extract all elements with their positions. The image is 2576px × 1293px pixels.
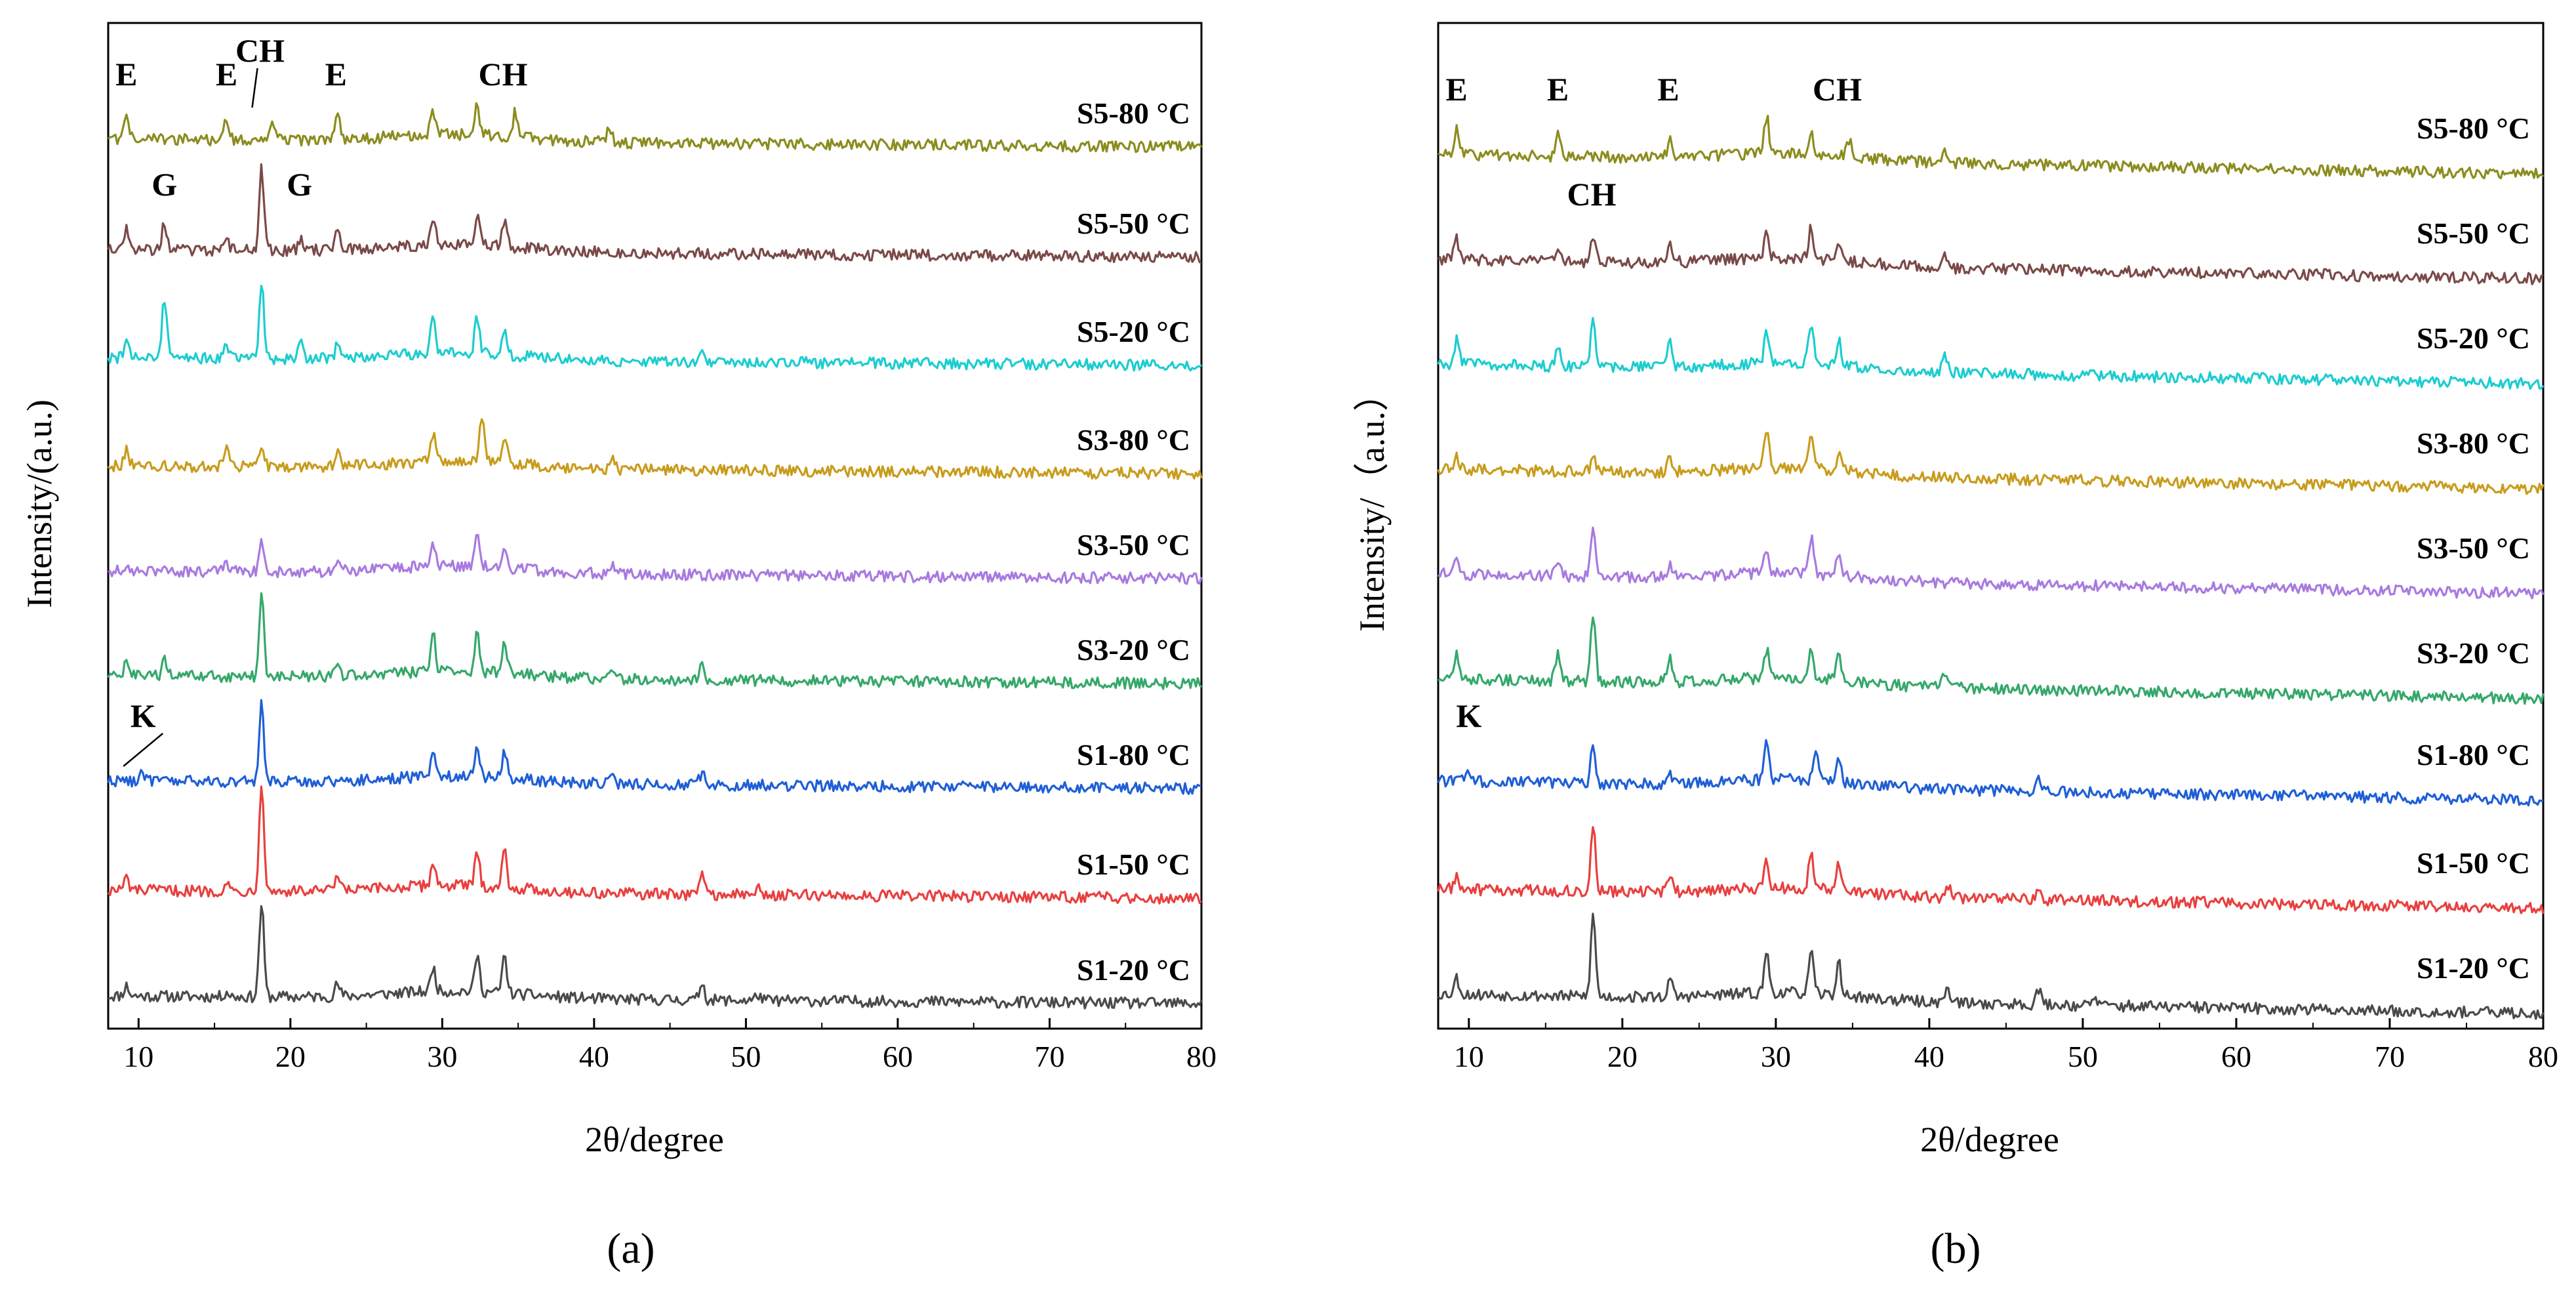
series-line bbox=[1437, 317, 2545, 390]
series-label: S3-50 °C bbox=[1077, 528, 1190, 562]
series-label: S1-50 °C bbox=[1077, 848, 1190, 881]
series-line bbox=[1437, 224, 2544, 285]
x-tick-label: 60 bbox=[2221, 1040, 2251, 1073]
series-line bbox=[107, 785, 1203, 905]
series-label: S5-80 °C bbox=[1077, 96, 1190, 130]
series-label: S5-50 °C bbox=[1077, 207, 1190, 240]
series-line bbox=[107, 418, 1203, 480]
x-tick-label: 20 bbox=[275, 1040, 306, 1073]
series-label: S3-20 °C bbox=[1077, 633, 1190, 667]
series-label: S1-20 °C bbox=[2417, 951, 2530, 985]
panel-a-ylabel: Intensity/(a.u.) bbox=[20, 400, 59, 608]
peak-label: E bbox=[325, 56, 347, 92]
panel-a: Intensity/(a.u.) 2θ/degree (a) 10 20 30 40 5… bbox=[20, 22, 1217, 1273]
peak-arrow bbox=[251, 68, 258, 108]
peak-label: E bbox=[1547, 71, 1569, 108]
peak-label: E bbox=[1657, 71, 1679, 108]
x-tick-label: 40 bbox=[1914, 1040, 1944, 1073]
peak-label: E bbox=[1445, 71, 1467, 108]
series-label: S5-50 °C bbox=[2417, 216, 2530, 250]
panel-b-caption: (b) bbox=[1931, 1225, 1981, 1273]
series-label: S1-50 °C bbox=[2417, 846, 2530, 880]
x-tick-label: 80 bbox=[2528, 1040, 2558, 1073]
plot-frame bbox=[107, 22, 1203, 1030]
series-label: S5-20 °C bbox=[2417, 321, 2530, 355]
series-label: S1-20 °C bbox=[1077, 953, 1190, 987]
x-tick-label: 10 bbox=[1454, 1040, 1484, 1073]
panel-b-ylabel: Intensity/（a.u.） bbox=[1352, 376, 1392, 632]
panel-a-caption: (a) bbox=[607, 1225, 654, 1273]
panel-b-xlabel: 2θ/degree bbox=[1920, 1120, 2059, 1159]
peak-label: G bbox=[287, 166, 312, 203]
series-line bbox=[108, 533, 1203, 585]
series-label: S3-50 °C bbox=[2417, 531, 2530, 565]
peak-label: CH bbox=[1813, 71, 1862, 108]
series-label: S1-80 °C bbox=[1077, 738, 1190, 771]
series-label: S3-20 °C bbox=[2417, 636, 2530, 670]
peak-label: G bbox=[151, 166, 177, 203]
peak-label: K bbox=[1456, 697, 1481, 734]
series-line bbox=[1438, 616, 2545, 705]
series-line bbox=[107, 592, 1203, 690]
series-line bbox=[108, 102, 1203, 154]
series-line bbox=[107, 285, 1203, 372]
panel-b: Intensity/（a.u.） 2θ/degree (b) 10 20 30 40 5… bbox=[1352, 22, 2558, 1273]
x-tick-label: 10 bbox=[123, 1040, 153, 1073]
x-tick-label: 70 bbox=[1034, 1040, 1064, 1073]
peak-label: CH bbox=[235, 32, 285, 69]
plot-frame bbox=[1437, 22, 2545, 1030]
x-tick-label: 20 bbox=[1607, 1040, 1638, 1073]
panel-a-xlabel: 2θ/degree bbox=[585, 1120, 724, 1159]
x-tick-label: 70 bbox=[2375, 1040, 2405, 1073]
series-label: S5-20 °C bbox=[1077, 315, 1190, 348]
x-tick-label: 50 bbox=[731, 1040, 761, 1073]
series-line bbox=[1437, 826, 2545, 914]
peak-label: CH bbox=[1567, 176, 1617, 213]
series-line bbox=[107, 699, 1202, 795]
series-label: S1-80 °C bbox=[2417, 738, 2530, 771]
x-tick-label: 30 bbox=[1761, 1040, 1791, 1073]
x-tick-label: 50 bbox=[2068, 1040, 2098, 1073]
series-line bbox=[1437, 526, 2545, 600]
x-tick-label: 30 bbox=[427, 1040, 457, 1073]
peak-label: CH bbox=[478, 56, 527, 92]
peak-label: K bbox=[131, 697, 156, 734]
x-tick-label: 80 bbox=[1186, 1040, 1217, 1073]
series-line bbox=[108, 905, 1203, 1010]
peak-label: E bbox=[216, 56, 237, 92]
series-line bbox=[107, 163, 1202, 264]
series-line bbox=[1437, 913, 2545, 1020]
series-line bbox=[1437, 432, 2545, 495]
peak-arrow bbox=[123, 733, 164, 767]
series-label: S3-80 °C bbox=[1077, 423, 1190, 457]
series-line bbox=[1438, 114, 2545, 180]
x-tick-label: 40 bbox=[579, 1040, 609, 1073]
series-line bbox=[1437, 739, 2544, 807]
x-tick-label: 60 bbox=[883, 1040, 913, 1073]
peak-label: E bbox=[115, 56, 137, 92]
series-label: S3-80 °C bbox=[2417, 426, 2530, 460]
series-label: S5-80 °C bbox=[2417, 112, 2530, 145]
